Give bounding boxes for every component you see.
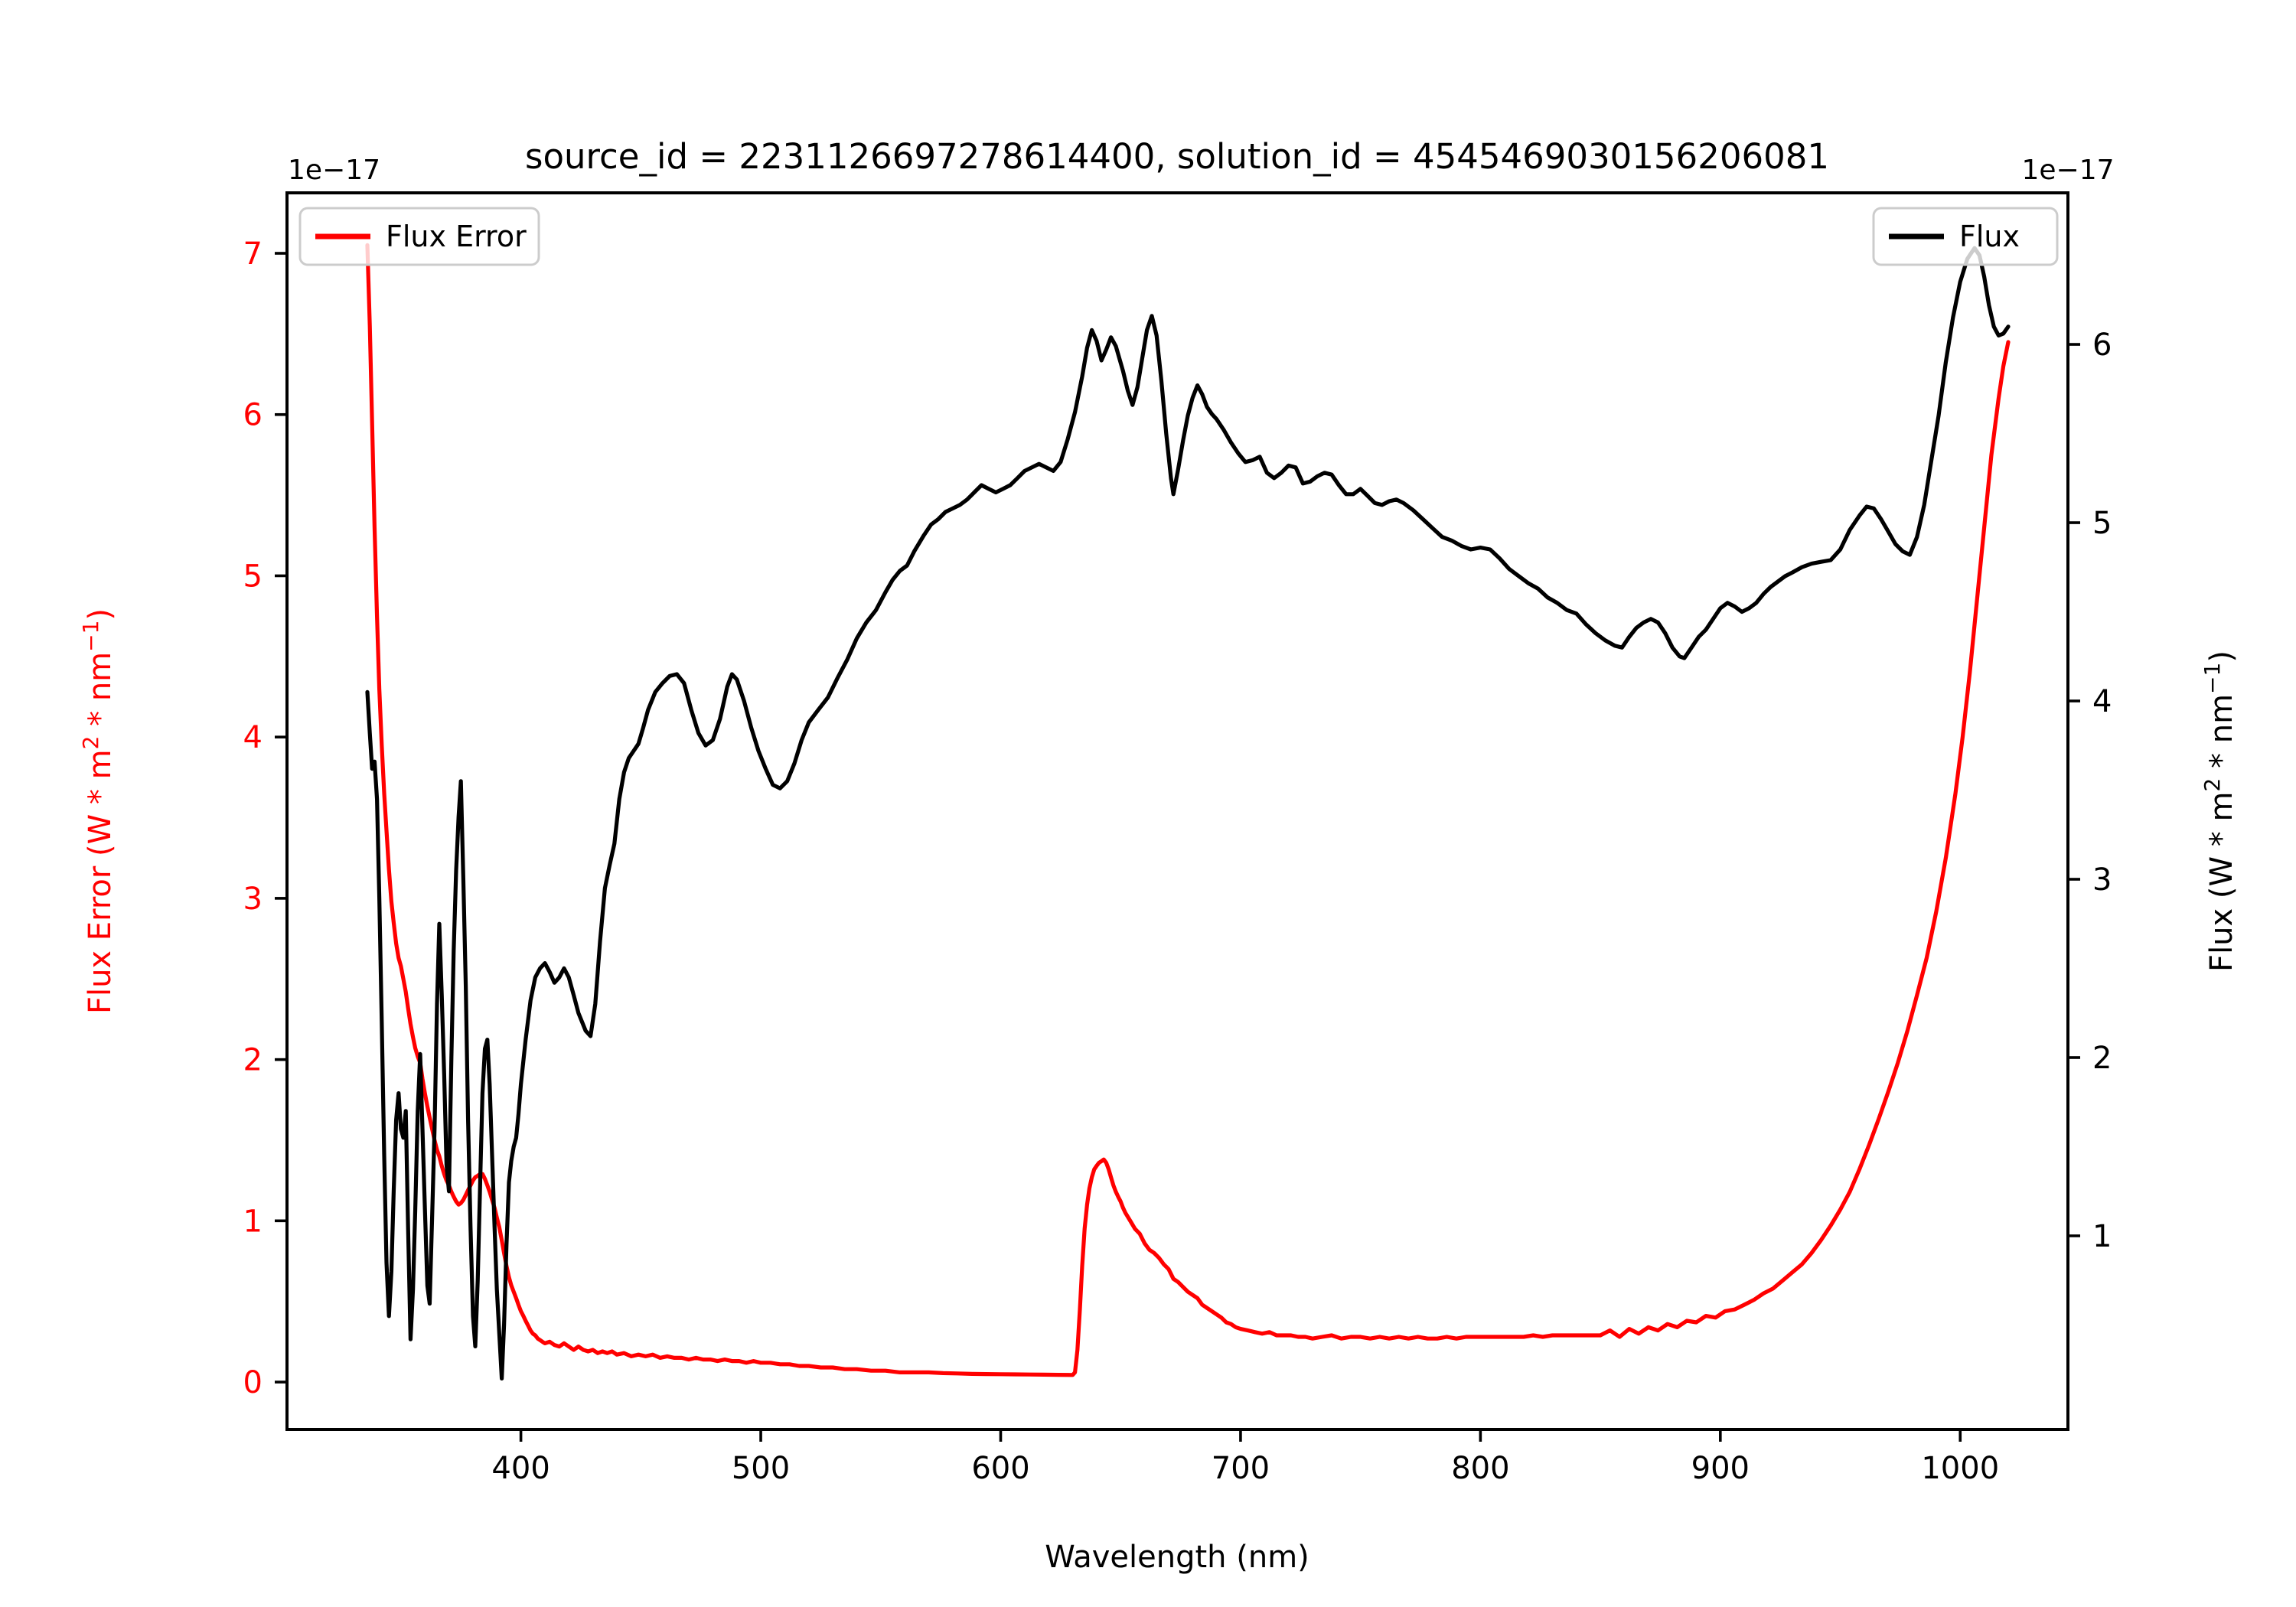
flux-line: [365, 246, 2011, 1381]
legend-flux-error: Flux Error: [298, 207, 540, 266]
x-tick-label: 700: [1212, 1451, 1270, 1486]
legend-flux-error-box: [298, 207, 540, 266]
right-y-tick-label: 1: [2092, 1219, 2112, 1254]
chart-title: source_id = 2231126697278614400, solutio…: [525, 136, 1829, 177]
left-y-axis-label: Flux Error (W * m2 * nm−1): [78, 608, 118, 1014]
right-y-tick-label: 3: [2092, 862, 2112, 898]
left-y-tick-label: 3: [243, 882, 263, 917]
flux-error-line: [365, 243, 2011, 1377]
left-y-tick-label: 1: [243, 1204, 263, 1239]
series-group: [365, 243, 2011, 1381]
x-axis: 400 500 600 700 800 900 1000: [491, 1429, 1999, 1486]
left-y-axis: 0 1 2 3 4 5 6 7: [243, 236, 287, 1400]
right-y-tick-label: 2: [2092, 1041, 2112, 1076]
left-y-tick-label: 7: [243, 236, 263, 272]
x-axis-label: Wavelength (nm): [1045, 1540, 1309, 1575]
plot-area: [285, 191, 2069, 1431]
x-tick-label: 400: [491, 1451, 550, 1486]
legend-flux-label: Flux: [1959, 220, 2020, 253]
left-y-tick-label: 0: [243, 1365, 263, 1400]
left-y-tick-label: 2: [243, 1043, 263, 1078]
left-y-tick-label: 6: [243, 398, 263, 433]
left-y-tick-label: 5: [243, 559, 263, 594]
legend-flux-error-label: Flux Error: [386, 220, 527, 253]
legend-flux: Flux: [1872, 207, 2059, 266]
right-y-axis: 1 2 3 4 5 6: [2068, 328, 2112, 1254]
left-axis-offset: 1e−17: [288, 155, 380, 186]
right-y-axis-label: Flux (W * m2 * nm−1): [2200, 650, 2239, 972]
x-tick-label: 800: [1451, 1451, 1509, 1486]
x-tick-label: 500: [732, 1451, 790, 1486]
right-y-tick-label: 6: [2092, 328, 2112, 363]
legend-flux-box: [1872, 207, 2059, 266]
x-tick-label: 1000: [1921, 1451, 1999, 1486]
x-tick-label: 600: [971, 1451, 1029, 1486]
right-axis-offset: 1e−17: [2021, 155, 2114, 186]
right-y-tick-label: 4: [2092, 684, 2112, 719]
right-y-tick-label: 5: [2092, 506, 2112, 541]
x-tick-label: 900: [1691, 1451, 1750, 1486]
left-y-tick-label: 4: [243, 720, 263, 755]
